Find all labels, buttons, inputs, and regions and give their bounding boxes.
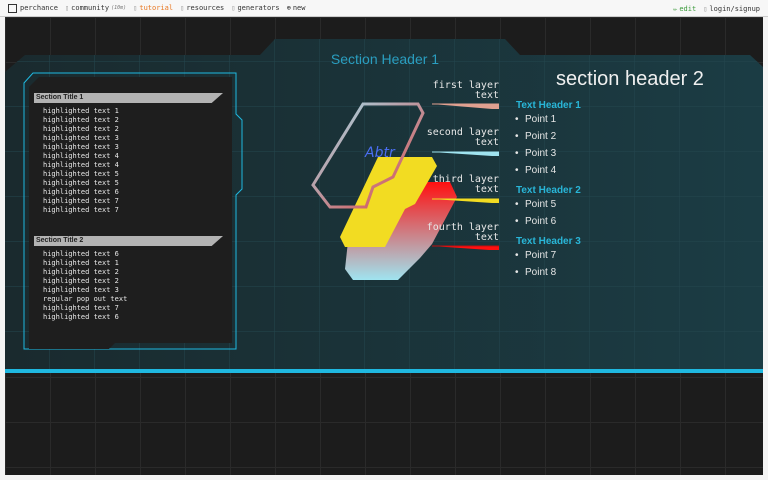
login-link[interactable]: ▯ login/signup — [703, 4, 760, 13]
section-title-2: Section Title 2 — [34, 236, 223, 246]
section-2-line: highlighted text 1 — [43, 259, 119, 267]
text-header: Text Header 2 — [516, 185, 581, 196]
edit-link[interactable]: ✏ edit — [673, 4, 697, 13]
section-2-line: highlighted text 7 — [43, 304, 119, 312]
layer-label: second layer — [426, 127, 499, 138]
plus-circle-icon: ⊕ — [286, 4, 291, 12]
section-1-line: highlighted text 3 — [43, 143, 119, 151]
section-1-line: highlighted text 2 — [43, 116, 119, 124]
stage: Section Header 1 section header 2 Sectio… — [5, 17, 763, 475]
section-1-line: highlighted text 7 — [43, 206, 119, 214]
list-item: Point 1 — [515, 114, 556, 125]
nav-community[interactable]: ▯ community (10m) — [64, 4, 127, 12]
layer-label: fourth layer — [426, 222, 499, 233]
section-2-line: regular pop out text — [43, 295, 128, 303]
layer-label: text — [474, 137, 499, 148]
list-item: Point 6 — [515, 216, 556, 227]
pencil-icon: ✏ — [673, 4, 678, 13]
section-2-line: highlighted text 6 — [43, 313, 119, 321]
section-1-line: highlighted text 2 — [43, 125, 119, 133]
section-2-line: highlighted text 2 — [43, 277, 119, 285]
list-item: Point 8 — [515, 267, 556, 278]
nav-home[interactable]: perchance — [8, 3, 58, 13]
nav-generators[interactable]: ▯ generators — [231, 4, 280, 12]
nav-resources[interactable]: ▯ resources — [180, 4, 225, 12]
section-1-line: highlighted text 6 — [43, 188, 119, 196]
layer-third — [340, 157, 437, 247]
section-1-line: highlighted text 7 — [43, 197, 119, 205]
layer-label: text — [474, 90, 499, 101]
text-header: Text Header 1 — [516, 100, 581, 111]
section-header-1: Section Header 1 — [330, 51, 440, 67]
layer-label: text — [474, 232, 499, 243]
layer-label: first layer — [432, 80, 499, 91]
list-item: Point 4 — [515, 165, 556, 176]
list-item: Point 7 — [515, 250, 556, 261]
list-item: Point 3 — [515, 148, 556, 159]
text-header: Text Header 3 — [516, 236, 581, 247]
layer-fourth — [345, 182, 457, 280]
section-1-line: highlighted text 3 — [43, 134, 119, 142]
dice-icon — [8, 3, 17, 13]
layer-leaders — [432, 103, 499, 250]
nav-new[interactable]: ⊕ new — [286, 4, 306, 12]
layer-label: text — [474, 184, 499, 195]
section-1-line: highlighted text 1 — [43, 107, 119, 115]
section-header-2: section header 2 — [556, 68, 704, 90]
layer-label: third layer — [432, 174, 499, 185]
section-2-line: highlighted text 6 — [43, 250, 119, 258]
left-panel-frame — [23, 72, 243, 350]
panel-shapes — [5, 39, 763, 373]
section-2-line: highlighted text 3 — [43, 286, 119, 294]
graphic-label: Abtr — [365, 145, 395, 161]
section-2-line: highlighted text 2 — [43, 268, 119, 276]
section-1-line: highlighted text 5 — [43, 170, 119, 178]
layer-graphic — [311, 102, 499, 280]
top-nav: perchance ▯ community (10m) ▯ tutorial ▯ res… — [0, 0, 768, 17]
layer-first — [311, 102, 425, 209]
section-1-line: highlighted text 5 — [43, 179, 119, 187]
list-item: Point 2 — [515, 131, 556, 142]
section-1-line: highlighted text 4 — [43, 161, 119, 169]
list-item: Point 5 — [515, 199, 556, 210]
section-1-line: highlighted text 4 — [43, 152, 119, 160]
nav-tutorial[interactable]: ▯ tutorial — [133, 4, 174, 12]
accent-bar — [5, 369, 763, 373]
section-title-1: Section Title 1 — [34, 93, 223, 103]
